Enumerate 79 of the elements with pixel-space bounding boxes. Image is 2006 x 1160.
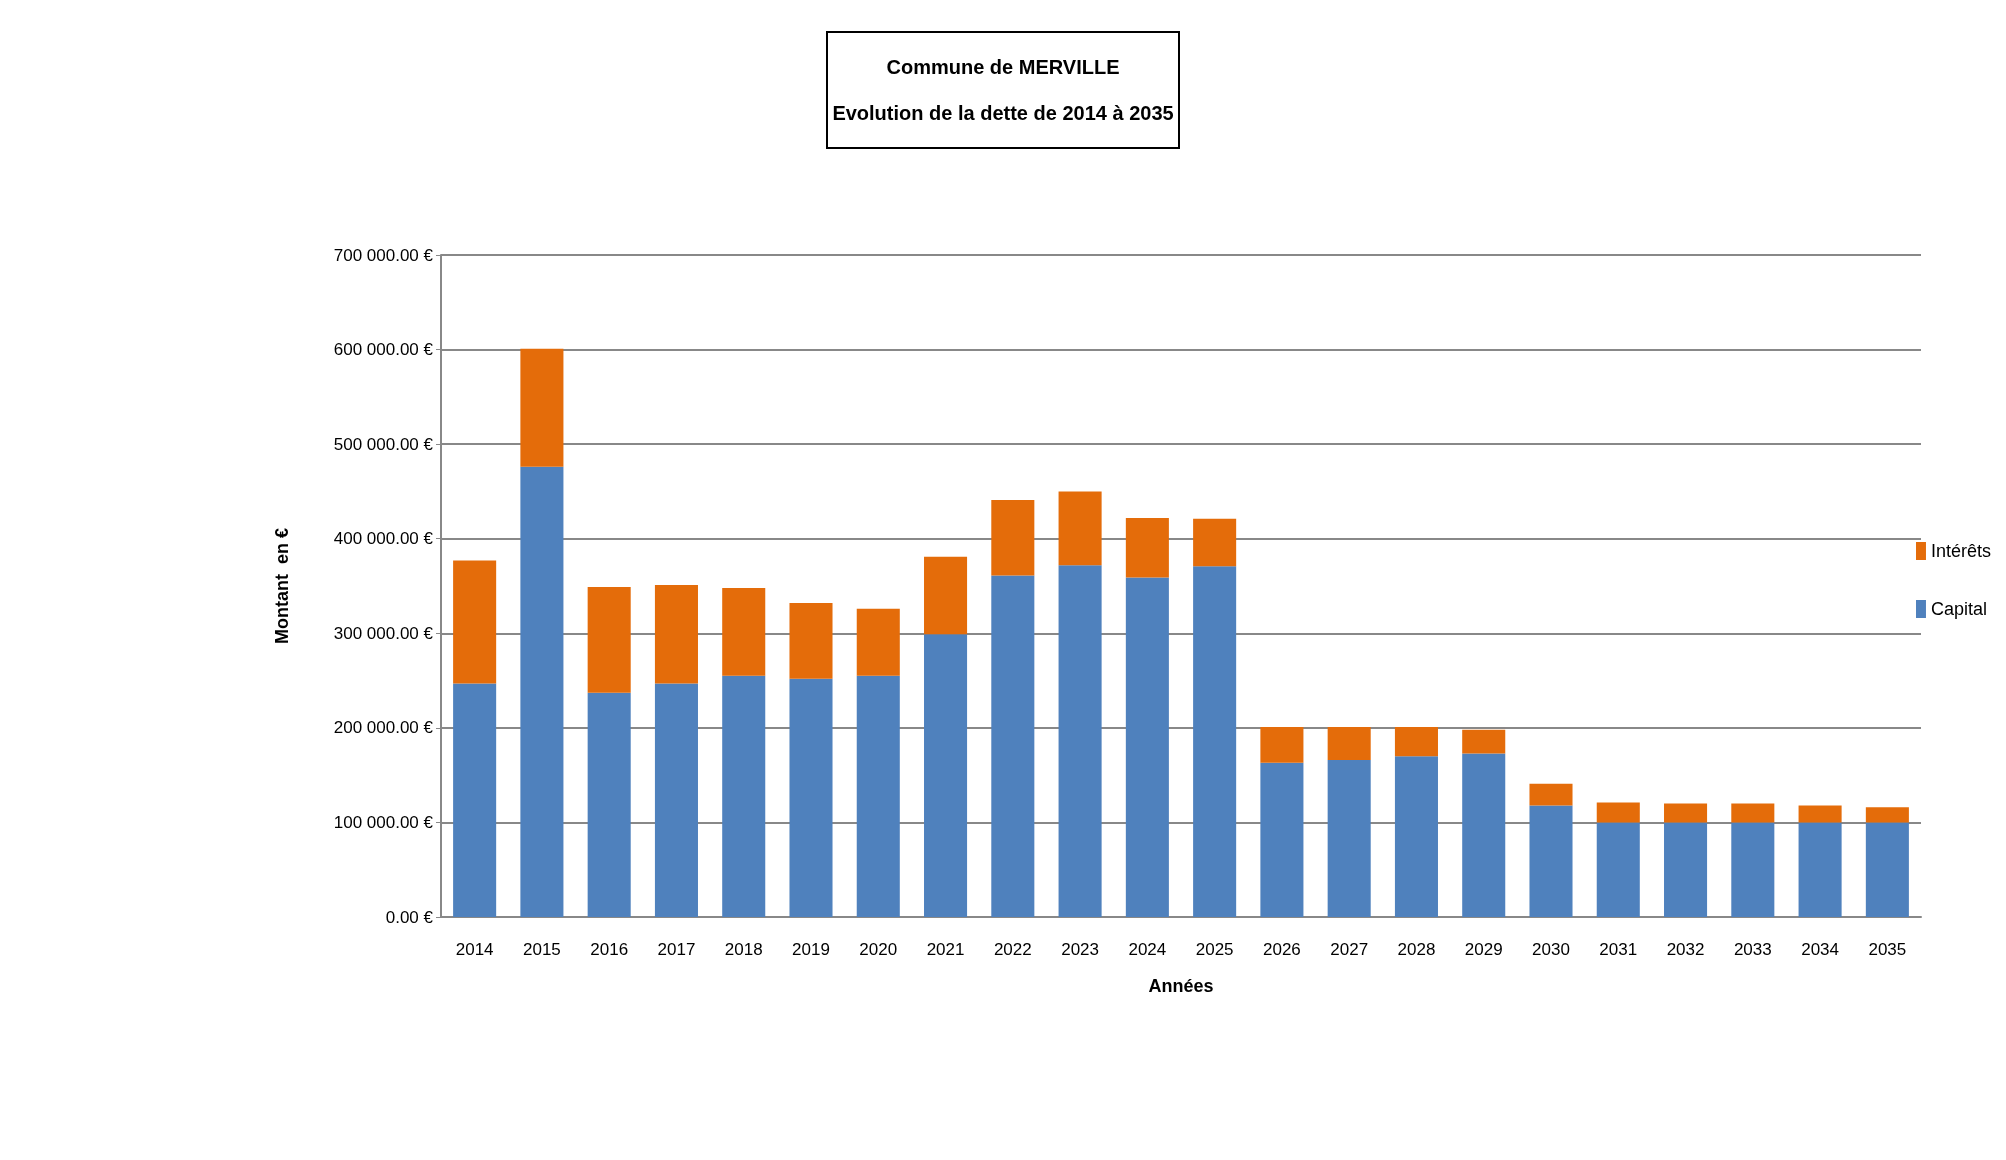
bar bbox=[1798, 805, 1842, 823]
x-tick-label: 2029 bbox=[1464, 940, 1503, 959]
bar bbox=[1596, 822, 1640, 917]
bar bbox=[1731, 803, 1775, 823]
bar bbox=[587, 692, 631, 917]
bar bbox=[924, 556, 968, 635]
bar bbox=[1260, 726, 1304, 763]
y-tick-label: 700 000.00 € bbox=[333, 245, 434, 265]
bar bbox=[722, 587, 766, 676]
x-tick-label: 2018 bbox=[724, 940, 763, 959]
bar bbox=[1798, 822, 1842, 917]
bar bbox=[1058, 491, 1102, 566]
x-tick-label: 2022 bbox=[993, 940, 1032, 959]
x-tick-label: 2035 bbox=[1868, 940, 1907, 959]
bar bbox=[1327, 760, 1371, 917]
x-tick-label: 2024 bbox=[1128, 940, 1167, 959]
bar bbox=[654, 585, 698, 684]
legend-label: Intérêts bbox=[1930, 541, 1991, 561]
bar bbox=[520, 466, 564, 917]
x-tick-label: 2025 bbox=[1195, 940, 1234, 959]
x-tick-label: 2014 bbox=[455, 940, 494, 959]
bar bbox=[1394, 726, 1438, 757]
y-tick-label: 300 000.00 € bbox=[333, 623, 434, 643]
bar bbox=[587, 586, 631, 693]
x-tick-label: 2028 bbox=[1397, 940, 1436, 959]
y-tick-label: 200 000.00 € bbox=[333, 718, 434, 738]
bar bbox=[654, 683, 698, 917]
bar bbox=[1529, 783, 1573, 806]
legend-label: Capital bbox=[1930, 599, 1987, 619]
bar bbox=[1664, 803, 1708, 823]
bar bbox=[789, 603, 833, 679]
x-tick-label: 2027 bbox=[1330, 940, 1369, 959]
chart-title: Commune de MERVILLE Evolution de la dette de 2014 à 2035 bbox=[832, 56, 1174, 124]
x-tick-label: 2031 bbox=[1599, 940, 1638, 959]
bar bbox=[1462, 729, 1506, 754]
x-tick-label: 2019 bbox=[792, 940, 830, 959]
bar bbox=[856, 675, 900, 917]
y-tick-label: 600 000.00 € bbox=[333, 340, 434, 360]
y-tick-label: 100 000.00 € bbox=[333, 812, 434, 832]
bar bbox=[1596, 802, 1640, 823]
bar bbox=[453, 683, 497, 917]
bar bbox=[789, 678, 833, 917]
bar bbox=[1865, 822, 1909, 917]
x-tick-label: 2015 bbox=[523, 940, 561, 959]
bar bbox=[1327, 726, 1371, 761]
x-tick-label: 2030 bbox=[1532, 940, 1570, 959]
bar bbox=[1865, 807, 1909, 823]
bar bbox=[1462, 753, 1506, 917]
y-tick-label: 400 000.00 € bbox=[333, 529, 434, 549]
bar bbox=[1731, 822, 1775, 917]
x-tick-label: 2026 bbox=[1262, 940, 1301, 959]
x-axis-title: Années bbox=[1148, 976, 1214, 996]
bar bbox=[520, 348, 564, 467]
bar bbox=[1193, 566, 1237, 917]
bar bbox=[1125, 577, 1169, 917]
bar bbox=[1260, 762, 1304, 917]
bar bbox=[924, 634, 968, 917]
x-tick-label: 2023 bbox=[1061, 940, 1100, 959]
bar bbox=[1193, 518, 1237, 567]
bar bbox=[991, 575, 1035, 917]
x-tick-label: 2033 bbox=[1733, 940, 1772, 959]
x-tick-label: 2021 bbox=[926, 940, 965, 959]
bar bbox=[1529, 805, 1573, 917]
x-tick-label: 2032 bbox=[1666, 940, 1705, 959]
bar bbox=[1664, 822, 1708, 917]
x-tick-label: 2016 bbox=[590, 940, 629, 959]
bar bbox=[991, 499, 1035, 576]
y-tick-label: 500 000.00 € bbox=[333, 434, 434, 454]
y-tick-label: 0.00 € bbox=[385, 907, 434, 927]
bar bbox=[1125, 517, 1169, 578]
bar bbox=[1058, 565, 1102, 917]
bar bbox=[856, 608, 900, 676]
bar bbox=[453, 560, 497, 684]
x-tick-label: 2034 bbox=[1801, 940, 1840, 959]
y-axis-title: Montant en € bbox=[272, 528, 292, 644]
x-tick-label: 2017 bbox=[657, 940, 696, 959]
x-tick-label: 2020 bbox=[859, 940, 898, 959]
bar bbox=[722, 675, 766, 917]
bar bbox=[1394, 756, 1438, 917]
